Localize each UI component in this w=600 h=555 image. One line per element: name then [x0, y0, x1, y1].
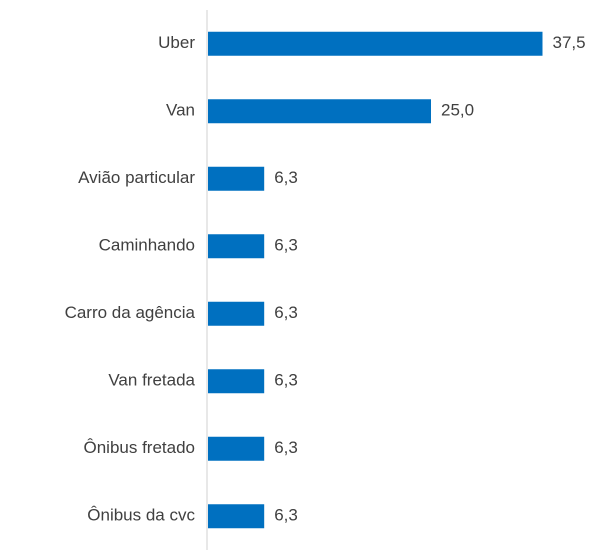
value-label: 6,3 [274, 303, 298, 322]
category-label: Ônibus fretado [83, 438, 195, 457]
category-label: Uber [158, 33, 195, 52]
category-label: Caminhando [99, 236, 195, 255]
bar [208, 504, 265, 529]
category-label: Carro da agência [65, 303, 196, 322]
category-label: Van fretada [108, 371, 195, 390]
bar [208, 436, 265, 461]
value-label: 6,3 [274, 168, 298, 187]
value-label: 6,3 [274, 371, 298, 390]
bar [208, 301, 265, 326]
bar [208, 234, 265, 259]
bar [208, 31, 543, 56]
value-label: 6,3 [274, 236, 298, 255]
value-label: 37,5 [553, 33, 586, 52]
value-label: 6,3 [274, 438, 298, 457]
bar [208, 369, 265, 394]
value-label: 6,3 [274, 506, 298, 525]
bar [208, 99, 431, 124]
bar [208, 166, 265, 191]
value-label: 25,0 [441, 101, 474, 120]
category-label: Ônibus da cvc [87, 506, 195, 525]
category-label: Avião particular [78, 168, 195, 187]
category-label: Van [166, 101, 195, 120]
